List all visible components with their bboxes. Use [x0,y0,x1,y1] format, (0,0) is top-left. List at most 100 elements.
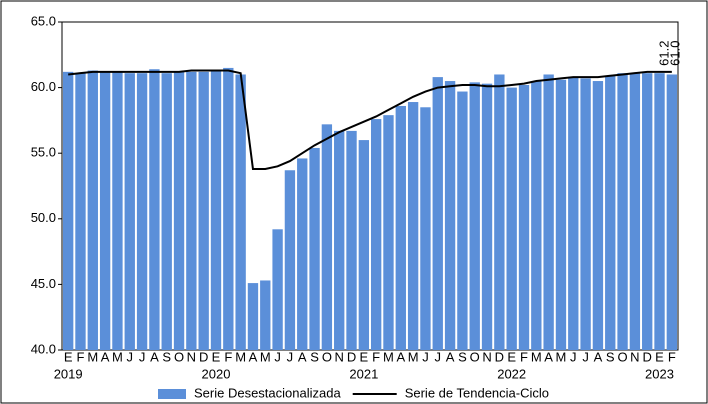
x-tick-label: F [668,349,676,364]
bar [420,107,431,350]
bar [186,71,197,350]
bar [112,71,123,350]
bar [395,105,406,350]
bar [149,69,160,351]
bar [198,71,209,350]
x-tick-label: F [372,349,380,364]
x-tick-label: D [495,349,504,364]
bar [223,67,234,351]
x-tick-label: J [422,349,429,364]
bar [580,78,591,350]
x-group-label: 2022 [497,366,526,381]
x-tick-label: O [174,349,184,364]
bar [297,158,308,350]
x-tick-label: N [630,349,639,364]
bar [173,71,185,350]
x-tick-label: M [87,349,98,364]
bar [469,82,480,351]
bar [284,170,296,350]
bar [666,74,678,350]
bar [210,70,222,350]
x-tick-label: J [139,349,146,364]
legend-label: Serie de Tendencia-Ciclo [405,385,549,400]
x-tick-label: D [199,349,208,364]
bar [87,70,98,350]
x-tick-label: J [127,349,134,364]
y-tick-label: 45.0 [31,276,56,291]
bar [592,81,604,350]
x-tick-label: D [347,349,356,364]
y-tick-label: 55.0 [31,145,56,160]
bar [260,280,271,350]
bar [543,74,554,350]
x-tick-label: D [643,349,652,364]
x-tick-label: E [212,349,221,364]
x-tick-label: O [470,349,480,364]
x-tick-label: J [274,349,281,364]
data-label: 61.2 [656,41,671,66]
bar [75,73,86,350]
x-tick-label: A [544,349,553,364]
bar [444,81,456,350]
bar [334,130,345,350]
bar [555,79,567,350]
x-tick-label: E [655,349,664,364]
legend-swatch [158,389,186,399]
bar [407,102,419,350]
bar [383,115,394,350]
x-tick-label: O [322,349,332,364]
bar [272,229,283,350]
trend-line [68,69,672,170]
bar [605,75,616,351]
x-tick-label: A [249,349,258,364]
bar [321,124,333,350]
x-tick-label: M [531,349,542,364]
x-tick-label: J [287,349,294,364]
bar [531,81,542,350]
bar [124,73,135,350]
bar [568,77,579,350]
x-tick-label: E [360,349,369,364]
y-tick-label: 40.0 [31,341,56,356]
x-tick-label: E [507,349,516,364]
x-tick-label: A [396,349,405,364]
x-tick-label: A [101,349,110,364]
x-tick-label: J [570,349,577,364]
x-tick-label: A [298,349,307,364]
bar [136,73,148,350]
x-tick-label: S [162,349,171,364]
x-tick-label: S [606,349,615,364]
y-tick-label: 50.0 [31,210,56,225]
x-tick-label: N [335,349,344,364]
x-tick-label: A [594,349,603,364]
x-group-label: 2021 [349,366,378,381]
bar [358,140,370,350]
bar [494,74,505,350]
x-tick-label: M [556,349,567,364]
bar [370,119,382,350]
bar [481,83,493,350]
x-tick-label: S [310,349,319,364]
y-tick-label: 60.0 [31,79,56,94]
x-tick-label: O [617,349,627,364]
x-tick-label: N [187,349,196,364]
bar [432,77,443,350]
x-tick-label: M [260,349,271,364]
bar [309,147,320,350]
y-tick-label: 65.0 [31,13,56,28]
bar [654,73,665,350]
bar [99,71,111,350]
bar [161,73,172,350]
bar [642,73,653,350]
x-group-label: 2020 [202,366,231,381]
bar [346,130,357,350]
bar [247,283,259,350]
bar [617,73,628,350]
data-label: 61.0 [667,41,682,66]
x-tick-label: S [458,349,467,364]
bar [457,91,468,350]
bar [235,74,246,350]
x-group-label: 2019 [54,366,83,381]
bar [518,84,530,350]
